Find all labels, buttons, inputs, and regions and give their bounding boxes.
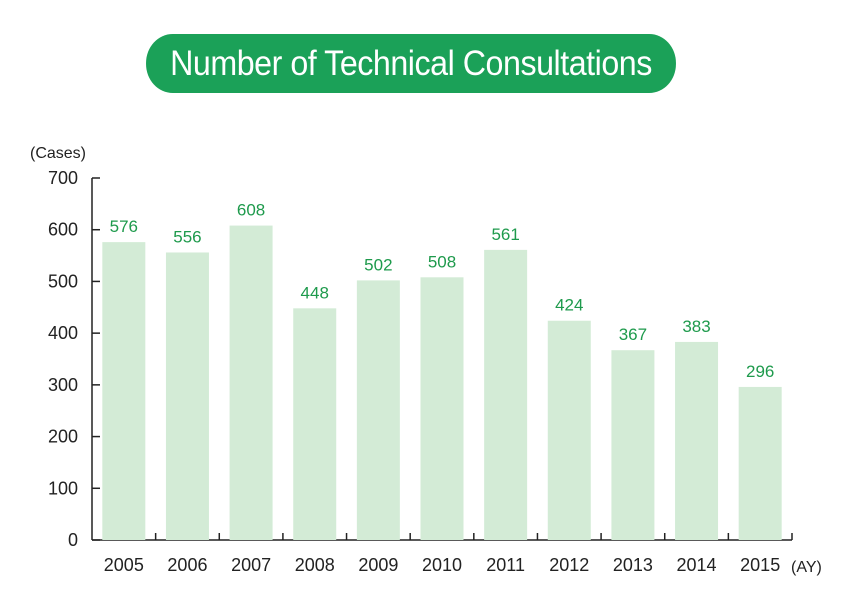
bar-2005 <box>102 242 146 540</box>
y-tick-label: 500 <box>48 271 78 291</box>
x-tick-label-2005: 2005 <box>104 555 144 575</box>
bar-2006 <box>165 252 209 540</box>
chart-title: Number of Technical Consultations <box>146 34 676 93</box>
x-tick-label-2006: 2006 <box>167 555 207 575</box>
x-tick-label-2011: 2011 <box>486 555 525 575</box>
x-axis-label: (AY) <box>791 559 822 576</box>
y-tick-label: 100 <box>48 478 78 498</box>
value-label-2008: 448 <box>301 283 329 302</box>
x-tick-label-2014: 2014 <box>677 555 717 575</box>
x-tick-label-2007: 2007 <box>231 555 271 575</box>
x-axis: 2005 2006 2007 2008 2009 2010 2011 2012 2013 2014… <box>92 533 793 575</box>
x-tick-label-2012: 2012 <box>549 555 589 575</box>
bars <box>102 225 782 540</box>
bar-2011 <box>484 249 528 540</box>
y-tick-label: 0 <box>68 530 78 550</box>
y-axis: 0 100 200 300 400 500 600 700 <box>48 168 100 550</box>
bar-2008 <box>293 308 337 540</box>
value-label-2012: 424 <box>555 296 583 315</box>
value-label-2006: 556 <box>173 227 201 246</box>
y-axis-label: (Cases) <box>30 145 86 162</box>
x-tick-label-2010: 2010 <box>422 555 462 575</box>
bar-2015 <box>738 386 782 540</box>
x-tick-label-2008: 2008 <box>295 555 335 575</box>
bar-2012 <box>547 320 591 540</box>
value-label-2010: 508 <box>428 252 456 271</box>
y-tick-label: 600 <box>48 220 78 240</box>
bar-2009 <box>356 280 400 540</box>
value-label-2014: 383 <box>682 317 710 336</box>
x-tick-label-2009: 2009 <box>358 555 398 575</box>
value-label-2015: 296 <box>746 362 774 381</box>
y-tick-label: 200 <box>48 427 78 447</box>
x-tick-label-2015: 2015 <box>740 555 780 575</box>
value-label-2011: 561 <box>491 225 519 244</box>
bar-2007 <box>229 225 273 540</box>
value-label-2009: 502 <box>364 255 392 274</box>
y-tick-label: 700 <box>48 168 78 188</box>
value-label-2005: 576 <box>110 217 138 236</box>
y-tick-label: 400 <box>48 323 78 343</box>
value-label-2013: 367 <box>619 325 647 344</box>
bar-2014 <box>675 341 719 540</box>
x-tick-label-2013: 2013 <box>613 555 653 575</box>
bar-2010 <box>420 277 464 540</box>
value-label-2007: 608 <box>237 201 265 220</box>
bar-2013 <box>611 350 655 540</box>
value-labels: 576 556 608 448 502 508 561 424 367 383 296 <box>110 201 775 381</box>
y-tick-label: 300 <box>48 375 78 395</box>
